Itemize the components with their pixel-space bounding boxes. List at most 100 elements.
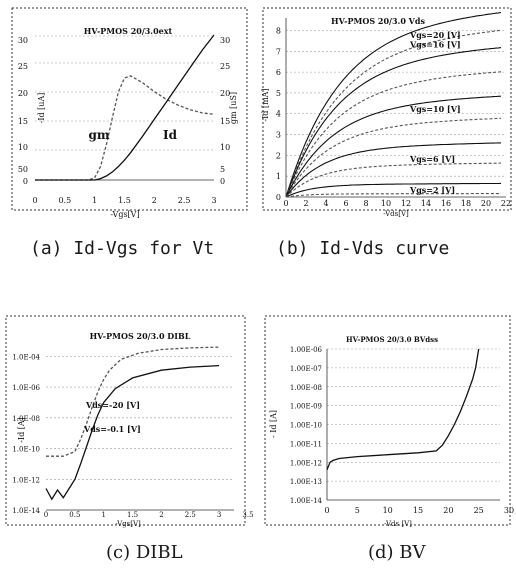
panel-c-xtick: 3.5 (242, 511, 253, 519)
panel-a-ytick-right: 0 (220, 177, 225, 186)
panel-c-ytick: 1.0E-06 (12, 384, 40, 392)
panel-b-series-5 (285, 117, 502, 198)
panel-b-series-4 (285, 95, 502, 198)
panel-a-title: HV-PMOS 20/3.0ext (84, 26, 173, 36)
panel-a-ytick-left: 30 (18, 36, 28, 45)
panel-a-xtick: 0 (32, 196, 37, 205)
panel-d-ytick: 1.00E-07 (290, 365, 322, 373)
panel-b-xlabel: -Vds[V] (383, 210, 409, 218)
panel-b-xtick: 14 (421, 199, 431, 208)
panel-b-ytick: 8 (276, 26, 281, 35)
panel-b-annotation: Vgs=20 [V] (409, 30, 461, 40)
panel-c-annotation-vds01: Vds=-0.1 [V] (83, 424, 141, 434)
panel-b-ytick: 0 (276, 193, 281, 202)
panel-a-xtick: 3 (211, 196, 216, 205)
panel-b-annotation: Vgs=10 [V] (409, 104, 461, 114)
panel-c-xtick: 0 (44, 511, 48, 519)
panel-a-xlabel: -Vgs[V] (110, 210, 139, 219)
panel-c-ytick: 1.0E-08 (12, 415, 40, 423)
panel-b-xtick: 18 (461, 199, 471, 208)
panel-a-ytick-right: 20 (220, 89, 230, 98)
panel-d-ytick: 1.00E-06 (290, 346, 323, 354)
panel-b-ylabel: -Id [mA] (261, 88, 270, 121)
panel-b-xtick: 12 (401, 199, 411, 208)
panel-b-series-2 (285, 47, 502, 198)
panel-b-ytick: 4 (276, 110, 281, 119)
panel-b-xtick: 4 (323, 199, 328, 208)
panel-a-frame (11, 7, 248, 211)
panel-c-ytick: 1.0E-10 (12, 446, 40, 454)
panel-d-xtick: 15 (413, 506, 423, 515)
panel-d-ytick: 1.00E-11 (290, 440, 322, 448)
panel-a-ytick-left: 0 (23, 177, 28, 186)
panel-c-ylabel: -Id [A] (17, 417, 26, 443)
panel-d-xtick: 5 (355, 506, 360, 515)
panel-c-ytick: 1.0E-14 (12, 507, 40, 515)
panel-a-ytick-left: 50 (18, 165, 28, 174)
panel-a-ytick-right: 15 (220, 117, 230, 126)
panel-c-xtick: 3 (217, 511, 221, 519)
panel-a-xtick: 0.5 (58, 196, 71, 205)
panel-a-xtick: 1.5 (118, 196, 131, 205)
panel-a-ytick-right: 10 (220, 143, 230, 152)
panel-b-xtick: 0 (283, 199, 288, 208)
panel-d-xtick: 0 (324, 506, 329, 515)
panel-b-xtick: 22 (501, 199, 511, 208)
panel-c-xtick: 2.5 (185, 511, 196, 519)
panel-b-series-1 (285, 29, 502, 198)
panel-c-ytick: 1.0E-12 (12, 476, 40, 484)
caption-c: (c) DIBL (106, 542, 183, 563)
panel-d-frame (264, 315, 511, 526)
panel-a-xtick: 2.5 (178, 196, 191, 205)
panel-b-series-8 (285, 182, 502, 198)
panel-d-ylabel: - Id [A] (269, 410, 278, 438)
panel-b-series-3 (285, 71, 502, 198)
panel-c-series-0 (46, 346, 220, 457)
panel-d-xtick: 30 (504, 506, 514, 515)
panel-b-series-9 (285, 193, 501, 198)
panel-d-ytick: 1.00E-10 (290, 422, 322, 430)
panel-c-xtick: 0.5 (69, 511, 80, 519)
panel-b-xtick: 16 (441, 199, 451, 208)
panel-b-series-6 (285, 142, 501, 198)
panel-c-title: HV-PMOS 20/3.0 DIBL (90, 331, 191, 341)
panel-d-ytick: 1.00E-12 (290, 459, 322, 467)
panel-a-ytick-right: 25 (220, 62, 230, 71)
panel-a-ytick-right: 5 (220, 165, 225, 174)
panel-b-xtick: 6 (343, 199, 348, 208)
panel-b-annotation: Vgs=2 [V] (409, 185, 455, 195)
panel-b-ytick: 1 (276, 172, 281, 181)
panel-d-series-0 (326, 348, 480, 471)
panel-c-annotation-vds20: Vds=-20 [V] (85, 400, 140, 410)
panel-c-series-1 (45, 364, 220, 501)
panel-a-xtick: 2 (152, 196, 157, 205)
panel-c-xtick: 1.5 (127, 511, 138, 519)
panel-b-xtick: 20 (481, 199, 491, 208)
panel-a-annotation-id: Id (163, 128, 178, 142)
panel-a-annotation-gm: gm (88, 128, 109, 142)
panel-a-series-gm (35, 75, 215, 181)
panel-b-xtick: 2 (303, 199, 308, 208)
panel-b-title: HV-PMOS 20/3.0 Vds (331, 16, 425, 26)
panel-c-frame (5, 315, 246, 526)
panel-b-xtick: 10 (381, 199, 391, 208)
panel-d-ytick: 1.00E-09 (290, 403, 322, 411)
panel-a-ytick-left: 25 (18, 62, 28, 71)
panel-a-ytick-left: 20 (18, 89, 28, 98)
panel-c-xtick: 2 (159, 511, 163, 519)
panel-b-ytick: 3 (276, 131, 281, 140)
panel-c-ytick: 1.0E-04 (12, 353, 40, 361)
panel-a-series-Id (35, 34, 215, 181)
panel-b-frame (262, 7, 512, 211)
panel-d-ytick: 1.00E-08 (290, 384, 322, 392)
caption-b: (b) Id-Vds curve (276, 238, 450, 259)
panel-d-ytick: 1.00E-14 (290, 497, 323, 505)
panel-b-annotation: Vgs=6 [V] (409, 154, 455, 164)
panel-c-xtick: 1 (101, 511, 105, 519)
panel-a-ylabel: -Id [uA] (37, 93, 46, 124)
panel-a-ytick-right: 30 (220, 36, 230, 45)
panel-a-y2label: gm [uS] (229, 92, 238, 124)
panel-b-xtick: 8 (363, 199, 368, 208)
panel-d-xtick: 20 (443, 506, 453, 515)
